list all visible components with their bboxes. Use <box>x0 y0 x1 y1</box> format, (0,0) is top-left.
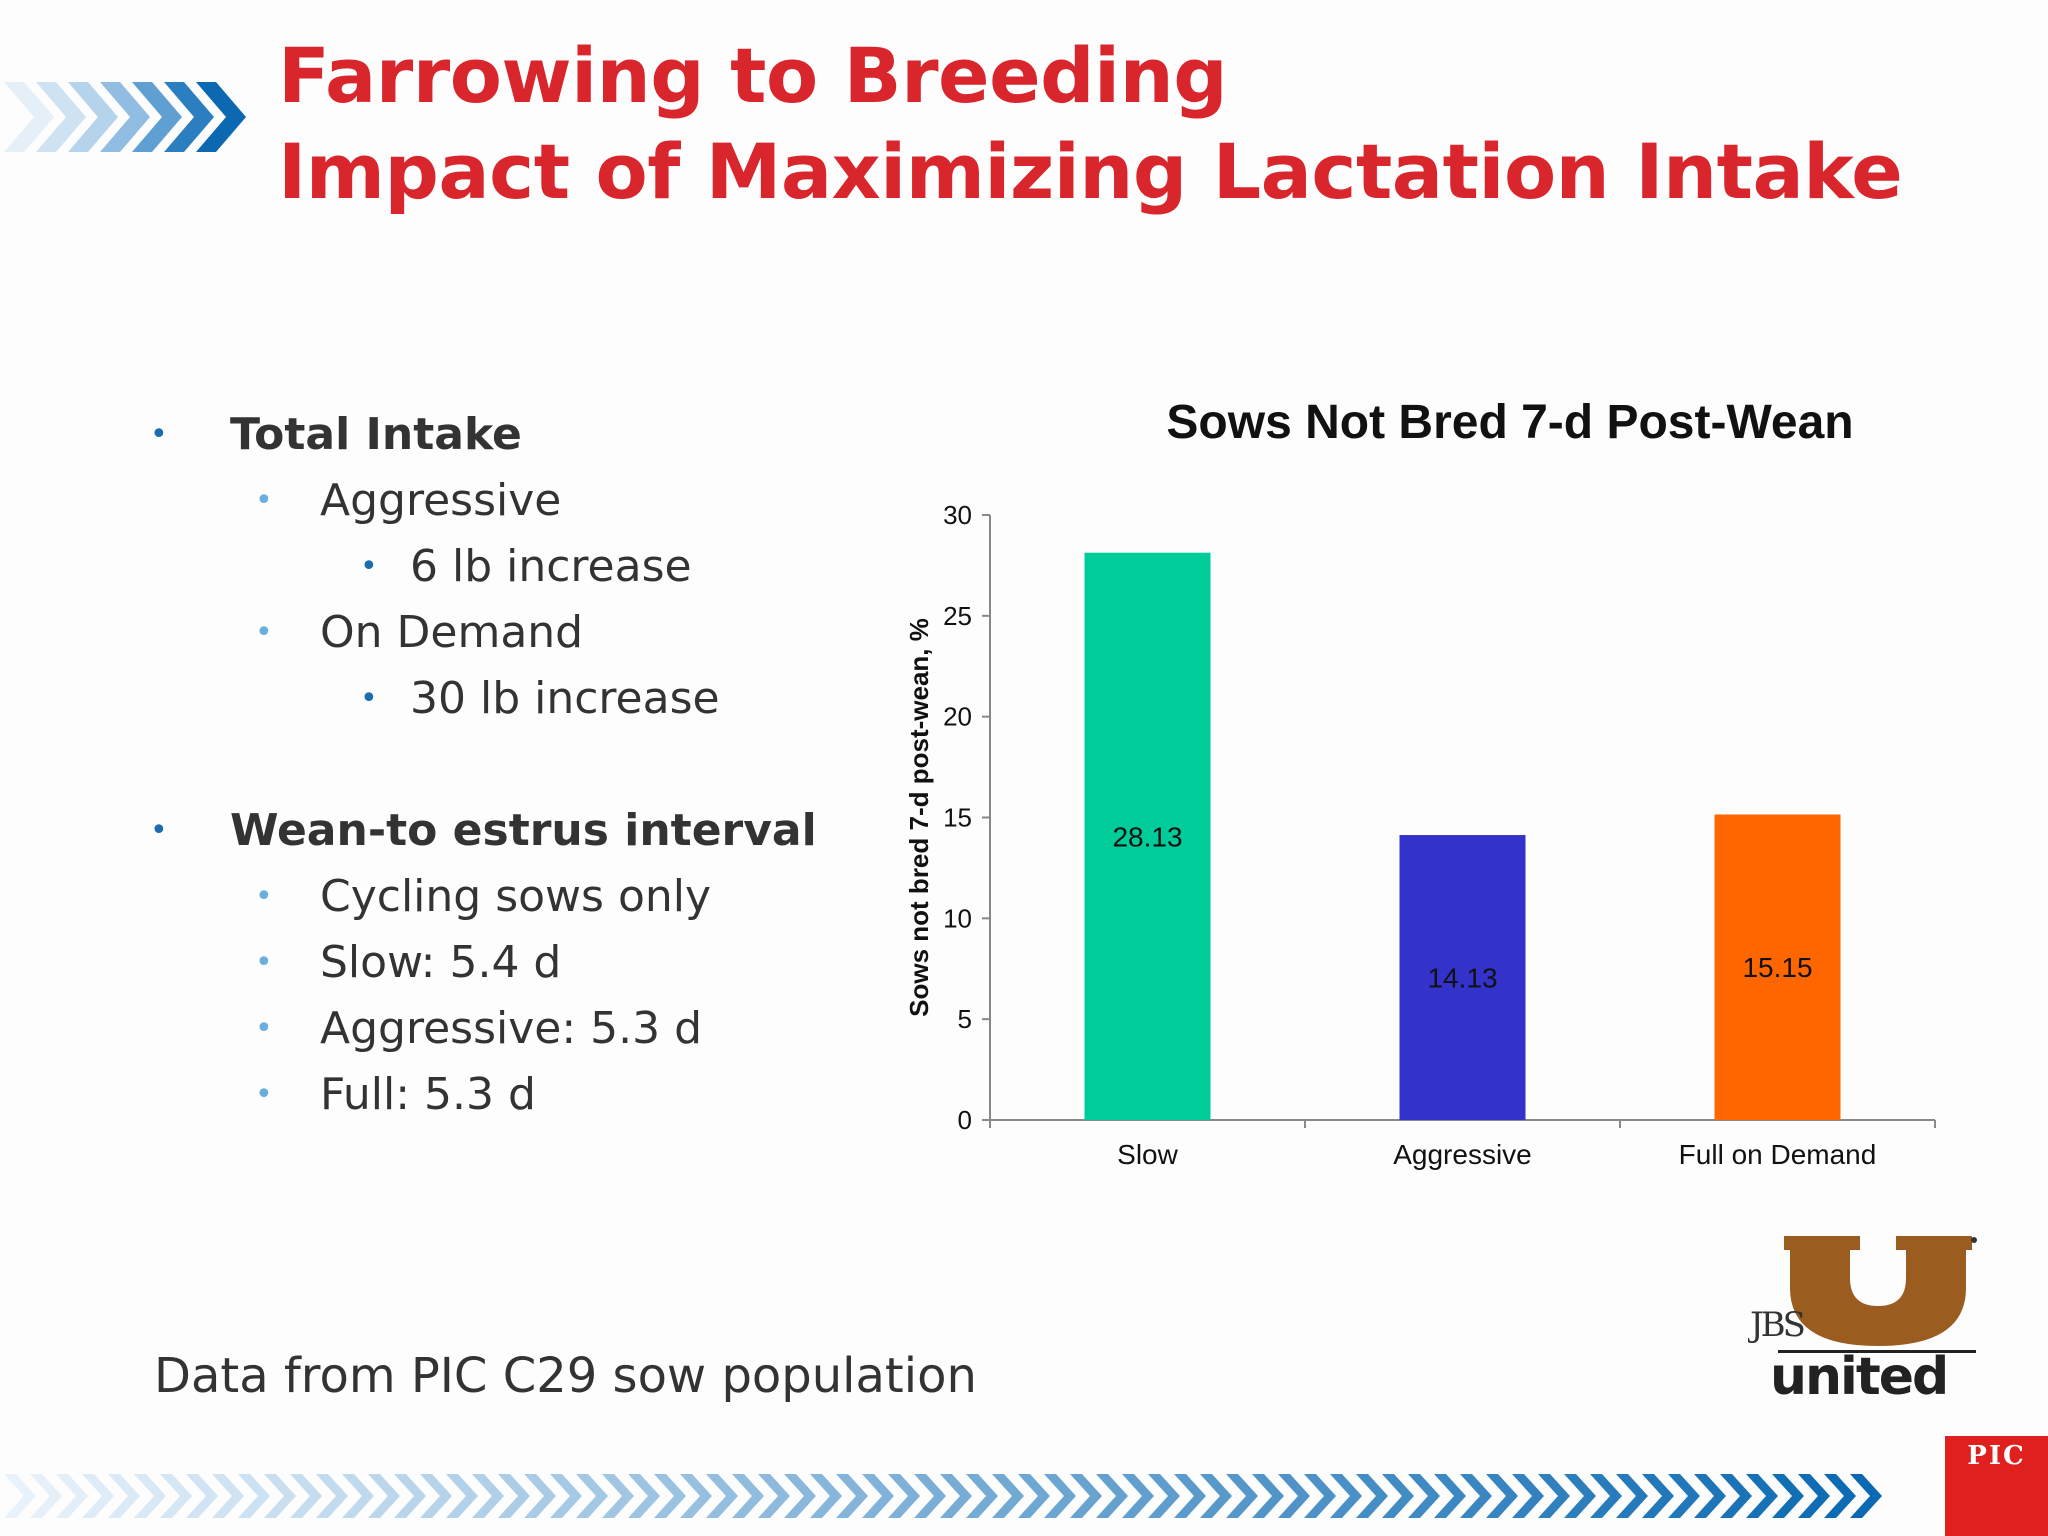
bar <box>1714 814 1841 1120</box>
footnote: Data from PIC C29 sow population <box>154 1348 977 1404</box>
y-tick-label: 15 <box>943 803 972 833</box>
bullet-on-demand: • On Demand <box>150 600 850 666</box>
bullet-slow: • Slow: 5.4 d <box>150 930 850 996</box>
y-tick-label: 30 <box>943 500 972 530</box>
bullet-list: • Total Intake • Aggressive • 6 lb increase… <box>150 402 850 1128</box>
data-label: 14.13 <box>1427 963 1497 994</box>
y-tick-label: 20 <box>943 702 972 732</box>
bar-chart: Sows Not Bred 7-d Post-Wean Sows not bred… <box>904 396 1936 1170</box>
bullet-dot: • <box>255 483 273 518</box>
bullet-dot: • <box>360 681 378 716</box>
title-line-2: Impact of Maximizing Lactation Intake <box>278 127 1903 216</box>
x-tick-label: Slow <box>1117 1139 1178 1170</box>
x-tick-label: Full on Demand <box>1679 1139 1877 1170</box>
svg-text:united: united <box>1770 1347 1947 1398</box>
pic-badge: PIC <box>1945 1436 2048 1536</box>
bullet-dot: • <box>255 879 273 914</box>
page-title: Farrowing to Breeding Impact of Maximizi… <box>278 28 1903 220</box>
y-tick-label: 25 <box>943 601 972 631</box>
y-tick-label: 5 <box>958 1004 972 1034</box>
bullet-cycling: • Cycling sows only <box>150 864 850 930</box>
data-label: 15.15 <box>1742 952 1812 983</box>
y-axis-label: Sows not bred 7-d post-wean, % <box>904 618 934 1017</box>
bullet-dot: • <box>255 1077 273 1112</box>
y-tick-label: 0 <box>958 1105 972 1135</box>
bullet-aggressive: • Aggressive <box>150 468 850 534</box>
jbs-united-logo: JBS united <box>1748 1236 1977 1398</box>
x-tick-label: Aggressive <box>1393 1139 1532 1170</box>
title-line-1: Farrowing to Breeding <box>278 31 1228 120</box>
bullet-wean-to-estrus: • Wean-to estrus interval <box>150 798 850 864</box>
svg-text:JBS: JBS <box>1748 1305 1804 1345</box>
chart-title: Sows Not Bred 7-d Post-Wean <box>1166 396 1853 449</box>
bullet-full: • Full: 5.3 d <box>150 1062 850 1128</box>
bullet-dot: • <box>150 813 168 848</box>
bullet-aggressive-interval: • Aggressive: 5.3 d <box>150 996 850 1062</box>
data-label: 28.13 <box>1112 821 1182 852</box>
bullet-dot: • <box>360 549 378 584</box>
bullet-total-intake: • Total Intake <box>150 402 850 468</box>
bullet-dot: • <box>255 615 273 650</box>
bar <box>1084 552 1211 1120</box>
bar <box>1399 835 1526 1120</box>
y-tick-label: 10 <box>943 903 972 933</box>
bullet-dot: • <box>255 1011 273 1046</box>
bullet-30lb: • 30 lb increase <box>150 666 850 732</box>
chevron-arrows-icon <box>4 1474 1882 1518</box>
bullet-6lb: • 6 lb increase <box>150 534 850 600</box>
bullet-dot: • <box>150 417 168 452</box>
bullet-dot: • <box>255 945 273 980</box>
chevron-arrows-icon <box>4 82 246 152</box>
